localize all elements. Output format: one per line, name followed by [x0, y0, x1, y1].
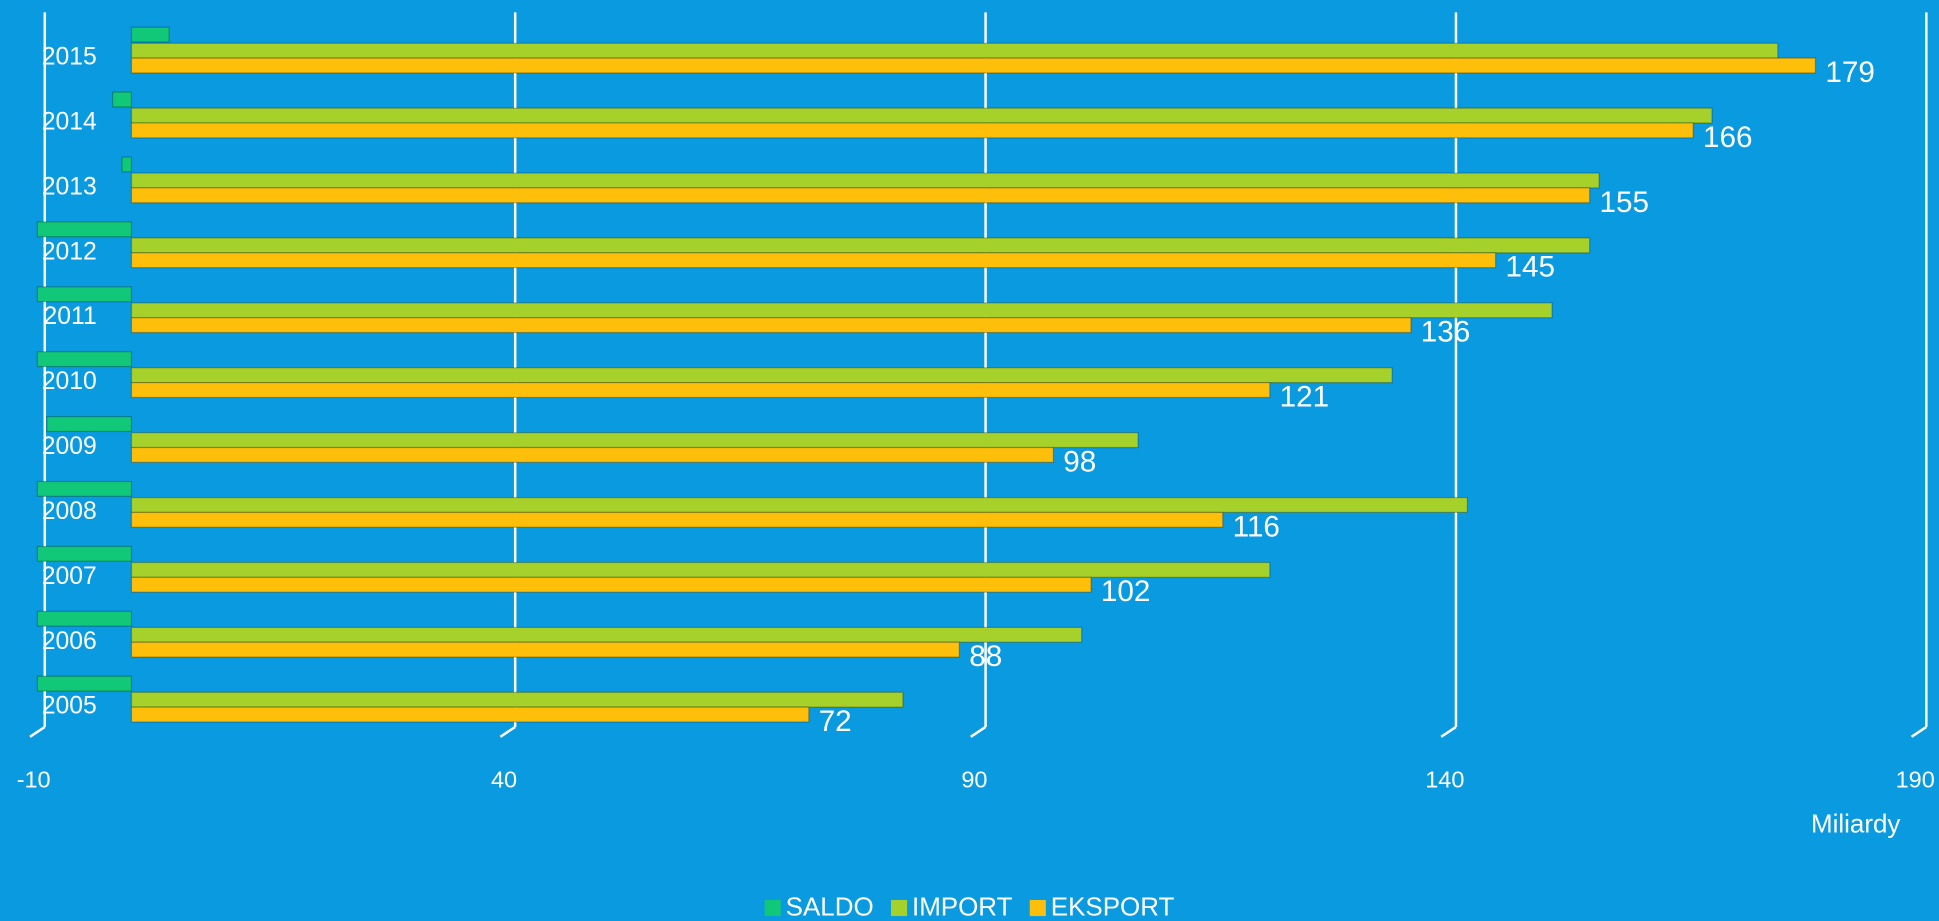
data-label: 72	[819, 705, 852, 738]
data-label: 166	[1703, 121, 1752, 154]
x-axis-label: Miliardy	[1811, 809, 1900, 839]
bar	[130, 576, 1092, 593]
bar	[130, 172, 1600, 189]
data-label: 179	[1825, 56, 1874, 89]
bar	[130, 561, 1271, 578]
bar	[130, 432, 1139, 449]
y-tick-label: 2008	[42, 498, 97, 525]
bar	[121, 156, 133, 173]
x-tick-label: 140	[1425, 767, 1464, 793]
bar	[112, 91, 133, 108]
y-tick-label: 2012	[42, 238, 97, 265]
bar	[130, 122, 1694, 139]
data-label: 88	[969, 640, 1002, 673]
data-label: 121	[1280, 381, 1329, 414]
grid-foot	[1910, 725, 1928, 738]
bar	[130, 187, 1591, 204]
bar	[130, 511, 1224, 528]
legend-swatch	[1029, 899, 1046, 917]
bar	[36, 610, 133, 627]
bar	[36, 351, 133, 368]
bar	[130, 641, 960, 658]
legend-swatch	[890, 899, 908, 917]
grid-foot	[1440, 725, 1457, 738]
bar	[130, 42, 1779, 59]
legend-label: EKSPORT	[1051, 891, 1175, 921]
data-label: 102	[1101, 575, 1150, 608]
bar	[36, 221, 133, 238]
x-tick-label: 90	[961, 767, 987, 793]
bar	[36, 545, 133, 562]
bar	[130, 626, 1083, 643]
bar	[130, 381, 1271, 399]
bar	[46, 415, 133, 433]
grid-foot	[970, 725, 987, 738]
bar	[130, 446, 1055, 463]
data-label: 136	[1421, 316, 1470, 349]
y-tick-label: 2005	[42, 693, 97, 720]
data-label: 116	[1233, 510, 1280, 543]
bar	[36, 675, 133, 692]
grid-foot	[29, 725, 46, 738]
y-tick-label: 2006	[42, 628, 97, 655]
bar	[130, 237, 1591, 254]
bar	[130, 691, 904, 708]
grid-foot	[499, 725, 516, 738]
legend: SALDO IMPORT EKSPORT	[764, 891, 1175, 921]
data-label: 155	[1600, 186, 1649, 219]
x-tick-label: -10	[17, 767, 51, 793]
bar	[130, 706, 810, 723]
data-label: 145	[1505, 251, 1554, 284]
x-tick-label: 40	[491, 767, 517, 793]
y-tick-label: 2011	[44, 303, 97, 330]
bar	[130, 57, 1817, 74]
y-tick-label: 2015	[42, 44, 97, 71]
x-tick-label: 190	[1896, 767, 1935, 793]
bar	[130, 26, 170, 43]
bar	[130, 252, 1497, 269]
bar	[36, 286, 133, 303]
data-label: 98	[1063, 445, 1096, 478]
bar	[130, 367, 1393, 384]
y-tick-label: 2010	[42, 368, 97, 395]
bar	[36, 480, 133, 497]
y-tick-label: 2013	[42, 173, 97, 200]
legend-label: IMPORT	[912, 891, 1013, 921]
y-tick-label: 2009	[42, 433, 97, 460]
bar	[130, 317, 1412, 334]
y-tick-label: 2014	[42, 109, 97, 136]
bar	[130, 107, 1713, 124]
legend-swatch	[764, 899, 781, 917]
y-tick-label: 2007	[42, 563, 97, 590]
bar	[130, 302, 1553, 319]
legend-label: SALDO	[786, 891, 874, 921]
